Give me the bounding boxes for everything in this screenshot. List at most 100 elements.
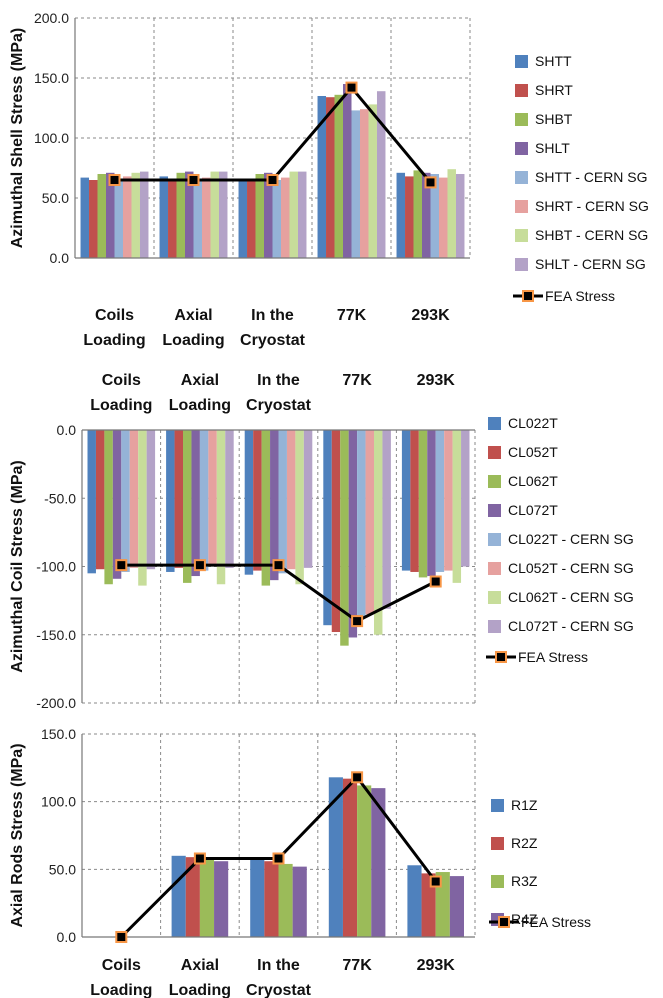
bar [121, 430, 130, 572]
legend-label: SHRT - CERN SG [535, 198, 649, 214]
legend-label: CL062T [508, 473, 558, 489]
bar [303, 430, 313, 568]
y-tick-label: -150.0 [36, 627, 76, 643]
legend-swatch [488, 562, 501, 575]
fea-marker [187, 174, 200, 186]
bar [272, 180, 281, 258]
legend-swatch [488, 446, 501, 459]
chart-panel-3: 0.0 50.0 100.0 150.0 Axial Rods Stress (MPa)… [9, 726, 591, 945]
category-label-2: Cryostat [246, 982, 312, 998]
category-label-3: 77K [342, 372, 372, 389]
category-label-2: In the [257, 372, 300, 389]
y-tick-label: 50.0 [49, 861, 76, 877]
bar [210, 171, 219, 258]
bar [176, 172, 186, 258]
legend-label: SHLT [535, 140, 570, 156]
category-label-1: Loading [162, 332, 224, 349]
bar [396, 172, 406, 258]
bar [146, 430, 156, 570]
category-label-3: 77K [337, 307, 367, 324]
legend-label: CL062T - CERN SG [508, 589, 634, 605]
bar [371, 788, 386, 937]
bar [289, 171, 298, 258]
bar [323, 430, 332, 626]
category-label-1: Loading [169, 397, 231, 414]
legend-label: FEA Stress [521, 914, 591, 930]
bar [357, 430, 366, 618]
category-label-1: Axial [181, 372, 219, 389]
bar [326, 97, 335, 258]
bar [168, 178, 177, 258]
bar [247, 180, 256, 258]
bar [199, 430, 209, 571]
y-axis-label: Azimuthal Shell Stress (MPa) [9, 28, 26, 249]
bar [166, 430, 175, 572]
bar [351, 110, 360, 259]
bar [348, 430, 358, 638]
bar [138, 430, 147, 586]
category-label-4: 293K [411, 307, 450, 324]
bar [106, 172, 115, 258]
bar [413, 170, 423, 258]
bar [89, 180, 98, 258]
bar [278, 430, 287, 574]
bar [201, 177, 211, 258]
bar [214, 861, 229, 937]
bar [435, 872, 450, 937]
y-tick-label: 0.0 [57, 422, 77, 438]
bar [250, 859, 265, 937]
legend-label: SHTT [535, 53, 572, 69]
legend-label: CL022T [508, 415, 558, 431]
bar [444, 430, 453, 571]
bar [435, 430, 445, 572]
legend-label: SHTT - CERN SG [535, 169, 648, 185]
legend-swatch [515, 229, 528, 242]
y-tick-label: 200.0 [34, 10, 69, 26]
bar [216, 430, 226, 585]
bar [159, 176, 169, 258]
bar [122, 176, 132, 258]
category-label-0: Loading [90, 982, 152, 998]
bar [238, 178, 248, 258]
legend-label: FEA Stress [545, 288, 615, 304]
fea-marker [351, 615, 364, 628]
bar [183, 430, 192, 583]
fea-marker [272, 559, 285, 572]
legend-swatch [491, 799, 504, 812]
bar [340, 430, 349, 646]
legend-label: CL052T - CERN SG [508, 560, 634, 576]
bar [401, 430, 411, 571]
bar [131, 172, 140, 258]
category-label-0: Loading [90, 397, 152, 414]
y-tick-label: -100.0 [36, 559, 76, 575]
bar [185, 857, 200, 937]
legend-swatch [515, 258, 528, 271]
category-label-1: Loading [169, 982, 231, 998]
bar [174, 430, 184, 568]
legend-label: SHBT [535, 111, 573, 127]
bar [427, 430, 436, 577]
category-label-2: Cryostat [246, 397, 312, 414]
bar [405, 176, 414, 258]
bar [382, 430, 391, 609]
legend-swatch [491, 837, 504, 850]
bar [278, 863, 293, 937]
fea-marker [115, 559, 128, 572]
bar [430, 174, 439, 258]
fea-marker [272, 852, 285, 865]
category-label-0: Coils [102, 372, 141, 389]
legend-swatch [488, 533, 501, 546]
legend-swatch [488, 620, 501, 633]
legend-swatch [515, 142, 528, 155]
chart-panel-1: 0.0 50.0 100.0 150.0 200.0 Azimuthal Shell St… [9, 10, 649, 304]
bar [191, 430, 200, 577]
y-tick-label: 0.0 [50, 250, 70, 266]
bar [342, 778, 358, 937]
bar [80, 177, 90, 258]
bar [225, 430, 234, 568]
category-label-4: 293K [417, 957, 456, 974]
legend-swatch [488, 504, 501, 517]
bar [295, 430, 304, 585]
bar [185, 171, 194, 258]
